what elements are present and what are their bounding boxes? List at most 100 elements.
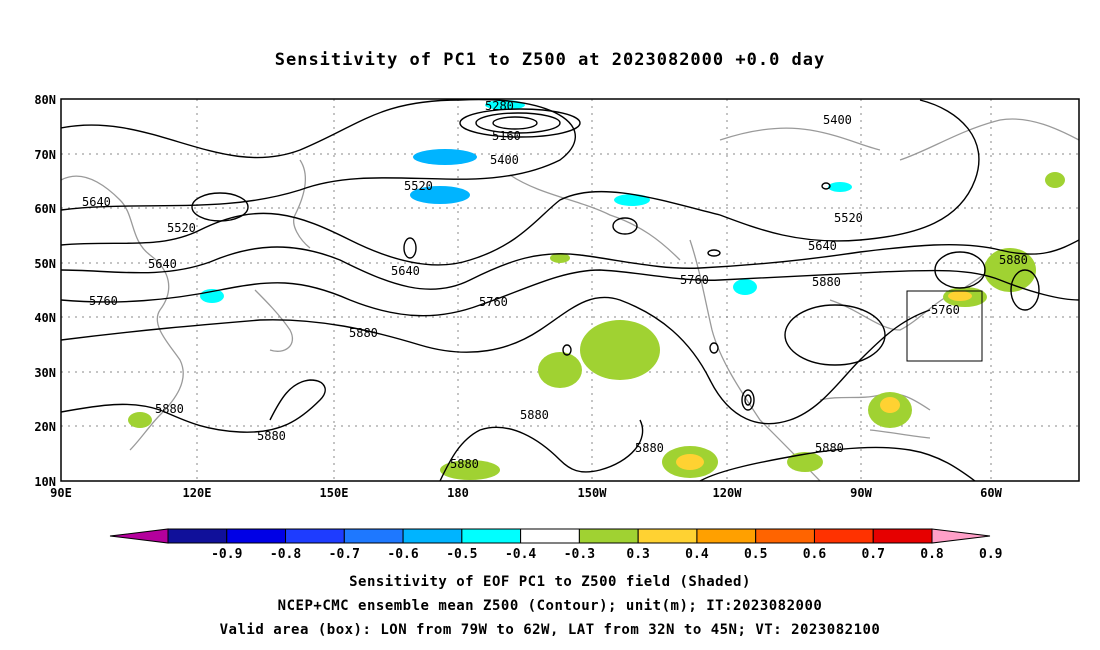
shade-positive <box>948 291 972 301</box>
shade-positive <box>128 412 152 428</box>
coastline-north-america-west <box>689 239 821 481</box>
colorbar-tick-label: 0.7 <box>861 547 884 562</box>
colorbar-tick-label: -0.7 <box>329 547 360 562</box>
chart-title: Sensitivity of PC1 to Z500 at 2023082000… <box>274 50 826 70</box>
colorbar-tick-label: -0.6 <box>387 547 418 562</box>
shade-positive <box>984 248 1036 292</box>
contour-labels: 5280 5160 5400 5520 5400 5640 5520 5640 … <box>82 99 1028 471</box>
colorbar-swatch <box>167 528 228 544</box>
shade-positive <box>1045 172 1065 188</box>
contour-line <box>475 112 561 134</box>
lon-tick-label: 90W <box>850 486 872 500</box>
colorbar-swatch <box>285 528 345 544</box>
contour-label: 5520 <box>404 179 433 193</box>
colorbar-swatch <box>343 528 404 544</box>
shade-negative <box>614 194 650 206</box>
coastline-japan <box>254 289 294 352</box>
lon-axis: 90E 120E 150E 180 150W 120W 90W 60W <box>50 486 1002 500</box>
contour-line <box>61 379 326 433</box>
contour-label: 5760 <box>479 295 508 309</box>
contour-line <box>821 182 831 190</box>
contour-label: 5640 <box>82 195 111 209</box>
contour-line <box>61 239 1079 290</box>
caption-shading: Sensitivity of EOF PC1 to Z500 field (Sh… <box>349 574 751 590</box>
contour-label: 5880 <box>450 457 479 471</box>
colorbar-swatch <box>402 528 463 544</box>
lon-tick-label: 150E <box>320 486 349 500</box>
lat-tick-label: 70N <box>34 148 56 162</box>
contour-line <box>1010 269 1040 311</box>
colorbar <box>109 528 991 544</box>
contour-label: 5520 <box>834 211 863 225</box>
contour-label: 5880 <box>349 326 378 340</box>
contour-label: 5520 <box>167 221 196 235</box>
contour-label: 5640 <box>391 264 420 278</box>
contour-label: 5880 <box>815 441 844 455</box>
contour-line <box>61 296 931 425</box>
coastline-arctic-islands <box>719 127 881 151</box>
contour-line <box>784 304 886 366</box>
contour-line <box>459 108 581 138</box>
contour-line <box>191 192 249 222</box>
contour-label: 5760 <box>931 303 960 317</box>
contour-line <box>562 344 572 356</box>
contour-label: 5160 <box>492 129 521 143</box>
contour-line <box>707 249 721 257</box>
colorbar-tick-label: 0.8 <box>920 547 944 562</box>
colorbar-swatch <box>520 528 580 544</box>
colorbar-tick-label: 0.4 <box>685 547 709 562</box>
colorbar-tick-label: -0.8 <box>270 547 301 562</box>
colorbar-tick-label: -0.9 <box>211 547 242 562</box>
lat-tick-label: 20N <box>34 420 56 434</box>
contour-label: 5640 <box>808 239 837 253</box>
shade-positive <box>676 454 704 470</box>
shade-negative <box>485 100 525 110</box>
contour-line <box>61 99 577 211</box>
colorbar-tick-label: -0.5 <box>446 547 477 562</box>
contour-line <box>492 116 538 130</box>
coastline-kamchatka <box>293 159 311 249</box>
colorbar-swatch <box>696 528 757 544</box>
lat-tick-label: 50N <box>34 257 56 271</box>
shade-positive <box>538 352 582 388</box>
colorbar-swatch <box>872 528 933 544</box>
colorbar-tick-label: 0.9 <box>979 547 1002 562</box>
shade-positive <box>440 460 500 480</box>
contour-line <box>403 237 417 259</box>
coastline-asia <box>61 175 184 451</box>
shade-negative <box>733 279 757 295</box>
contour-line <box>612 217 638 235</box>
shade-negative <box>410 186 470 204</box>
lon-tick-label: 60W <box>980 486 1002 500</box>
lat-tick-label: 10N <box>34 475 56 489</box>
lon-tick-label: 90E <box>50 486 72 500</box>
contour-line <box>61 269 1079 317</box>
shade-negative <box>413 149 477 165</box>
contour-label: 5880 <box>635 441 664 455</box>
colorbar-swatch <box>813 528 874 544</box>
contour-label: 5880 <box>520 408 549 422</box>
contour-label: 5880 <box>155 402 184 416</box>
caption-contour: NCEP+CMC ensemble mean Z500 (Contour); u… <box>277 598 823 614</box>
contour-line <box>439 419 644 481</box>
colorbar-arrow-low <box>109 528 169 544</box>
contour-label: 5280 <box>485 99 514 113</box>
lon-tick-label: 120W <box>713 486 743 500</box>
contour-line <box>741 389 755 411</box>
contour-label: 5880 <box>999 253 1028 267</box>
lon-tick-label: 120E <box>183 486 212 500</box>
shade-positive <box>580 320 660 380</box>
contour-line <box>744 394 752 406</box>
colorbar-tick-label: -0.3 <box>564 547 595 562</box>
colorbar-swatch <box>578 528 639 544</box>
lon-tick-label: 150W <box>578 486 608 500</box>
lat-tick-label: 30N <box>34 366 56 380</box>
colorbar-tick-label: 0.3 <box>626 547 649 562</box>
colorbar-tick-label: -0.4 <box>505 547 536 562</box>
coastline-alaska <box>509 174 681 261</box>
colorbar-swatch <box>755 528 815 544</box>
shade-negative <box>828 182 852 192</box>
colorbar-swatch <box>461 528 522 544</box>
colorbar-swatch <box>637 528 698 544</box>
